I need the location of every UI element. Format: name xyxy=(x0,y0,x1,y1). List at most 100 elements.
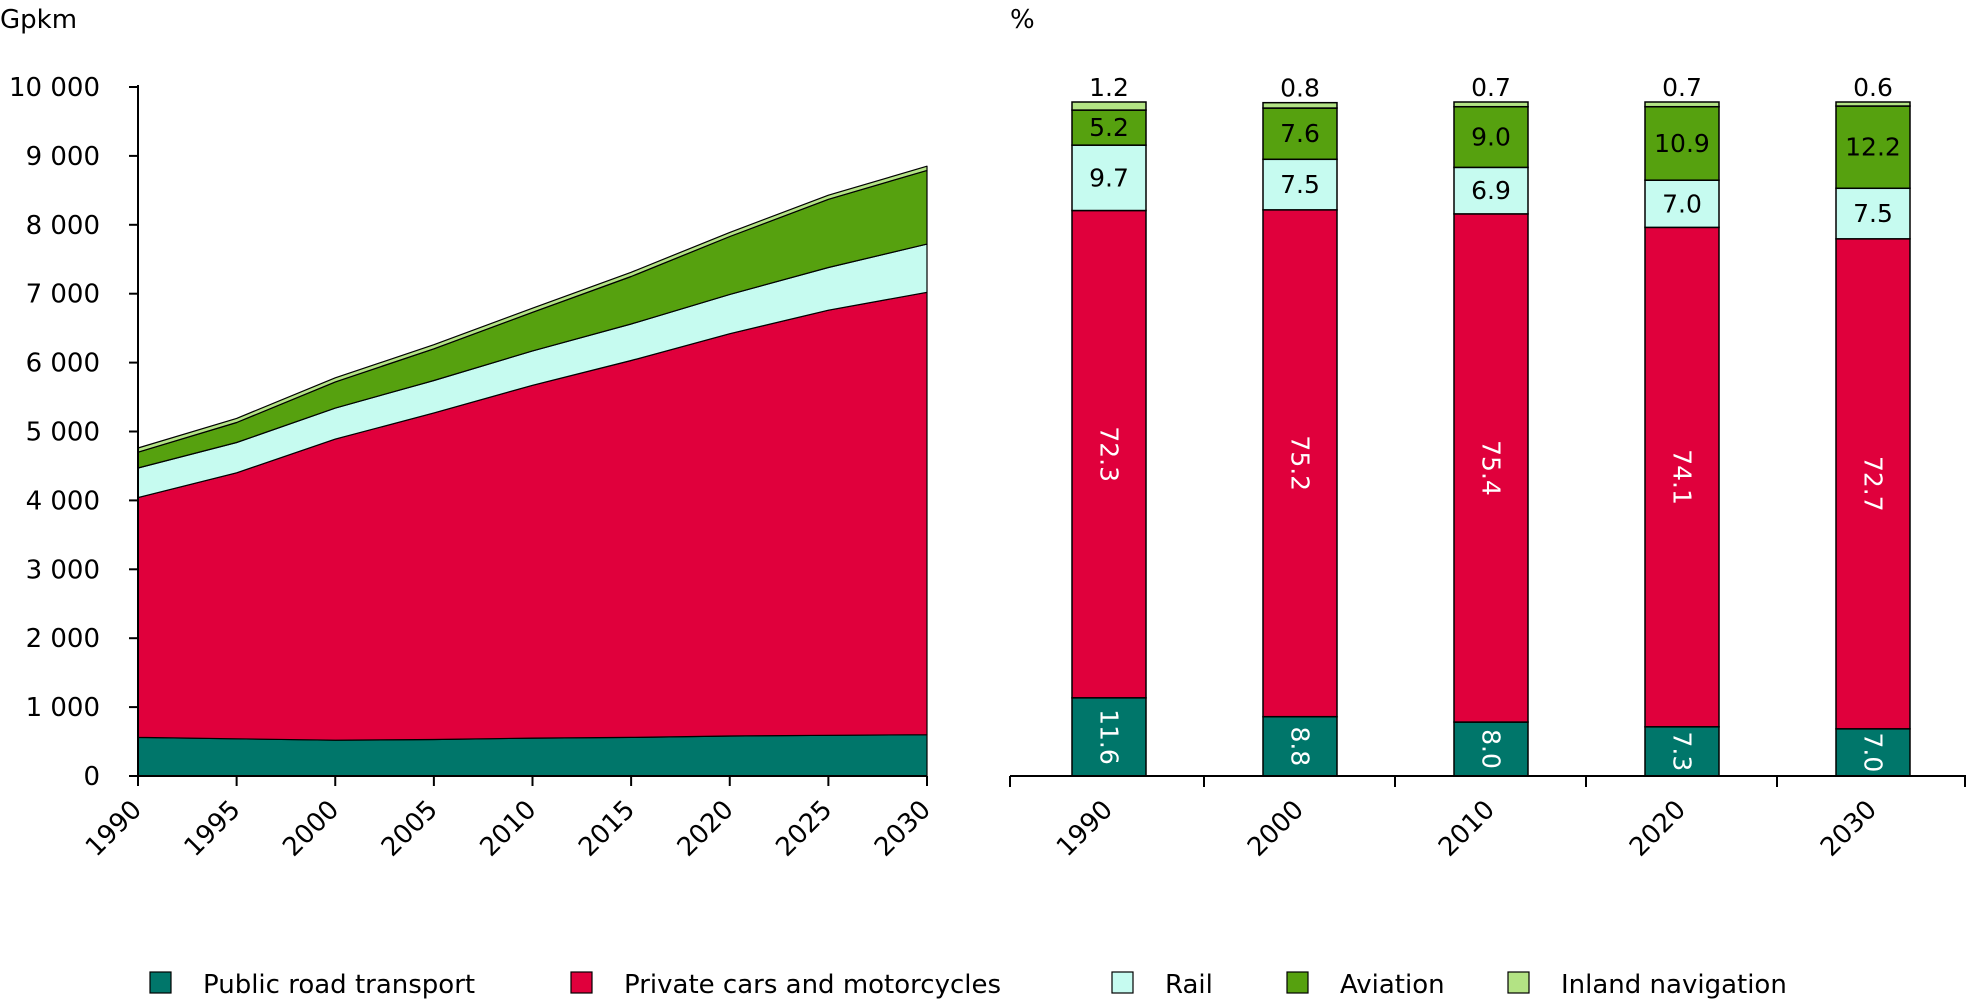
x-tick-label: 1990 xyxy=(1051,795,1119,863)
legend-swatch xyxy=(1286,971,1309,994)
y-tick-label: 7 000 xyxy=(26,280,100,310)
bar-value-label: 7.0 xyxy=(1859,733,1888,773)
bar-value-label: 7.3 xyxy=(1668,732,1697,772)
legend-label: Private cars and motorcycles xyxy=(624,970,1001,1000)
bar-segment-rail xyxy=(1644,179,1720,229)
bar-segment-public-road xyxy=(1453,721,1529,777)
y-tick-label: 4 000 xyxy=(26,486,100,516)
bar-value-label: 0.6 xyxy=(1853,73,1893,102)
bar-value-label: 0.7 xyxy=(1471,73,1511,102)
bar-value-label: 12.2 xyxy=(1845,133,1901,162)
x-tick-label: 2020 xyxy=(672,795,740,863)
x-tick-label: 2030 xyxy=(869,795,937,863)
legend-label: Rail xyxy=(1165,970,1213,1000)
bar-stack-2000: 8.8 75.2 7.5 7.6 0.8 xyxy=(1262,74,1338,777)
legend-swatch xyxy=(149,971,172,994)
right-bar-stacks: 11.6 72.3 9.7 5.2 1.2 8.8 75.2 7.5 7.6 0.8 8.0 75.4… xyxy=(1071,73,1911,777)
legend-item-private-cars: Private cars and motorcycles xyxy=(570,970,1001,1000)
legend-item-inland: Inland navigation xyxy=(1507,970,1787,1000)
area-series-public-road xyxy=(137,734,928,777)
bar-segment-inland xyxy=(1453,101,1529,108)
legend-swatch xyxy=(1111,971,1134,994)
bar-value-label: 7.5 xyxy=(1280,170,1320,199)
x-tick-label: 2000 xyxy=(1242,795,1310,863)
bar-value-label: 7.6 xyxy=(1280,119,1320,148)
bar-value-label: 1.2 xyxy=(1089,73,1129,102)
bar-value-label: 10.9 xyxy=(1654,129,1710,158)
right-y-axis-label: % xyxy=(1010,5,1035,35)
bar-value-label: 9.0 xyxy=(1471,123,1511,152)
bar-stack-2010: 8.0 75.4 6.9 9.0 0.7 xyxy=(1453,73,1529,777)
y-tick-label: 6 000 xyxy=(26,349,100,379)
bar-segment-inland xyxy=(1262,101,1338,109)
bar-segment-public-road xyxy=(1262,715,1338,777)
bar-segment-rail xyxy=(1453,166,1529,215)
bar-segment-rail xyxy=(1262,158,1338,211)
x-tick-label: 2010 xyxy=(474,795,542,863)
y-tick-label: 1 000 xyxy=(26,693,100,723)
legend-item-rail: Rail xyxy=(1111,970,1213,1000)
bar-value-label: 0.8 xyxy=(1280,74,1320,103)
bar-segment-public-road xyxy=(1644,726,1720,777)
left-x-ticks: 1990 1995 2000 2005 2010 2015 2020 2025 2030 xyxy=(80,776,937,863)
bar-segment-public-road xyxy=(1071,697,1147,777)
y-tick-label: 10 000 xyxy=(9,73,100,103)
bar-value-label: 72.3 xyxy=(1095,426,1124,482)
x-tick-label: 2005 xyxy=(376,795,444,863)
bar-value-label: 8.0 xyxy=(1477,729,1506,769)
bar-segment-private-cars xyxy=(1071,209,1147,699)
bar-stack-2030: 7.0 72.7 7.5 12.2 0.6 xyxy=(1835,73,1911,777)
left-y-axis-label: Gpkm xyxy=(0,5,77,35)
bar-value-label: 7.0 xyxy=(1662,189,1702,218)
left-area-chart: Gpkm 0 1 000 2 000 3 000 4 000 5 000 6 000 7 00… xyxy=(0,5,937,863)
bar-segment-inland xyxy=(1071,101,1147,111)
bar-segment-private-cars xyxy=(1262,209,1338,718)
x-tick-label: 2015 xyxy=(573,795,641,863)
bar-value-label: 5.2 xyxy=(1089,113,1129,142)
bar-segment-inland xyxy=(1835,101,1911,107)
bar-stack-1990: 11.6 72.3 9.7 5.2 1.2 xyxy=(1071,73,1147,777)
legend-label: Aviation xyxy=(1340,970,1445,1000)
legend: Public road transport Private cars and mo… xyxy=(149,970,1787,1000)
y-tick-label: 0 xyxy=(83,762,100,792)
bar-value-label: 7.5 xyxy=(1853,199,1893,228)
legend-swatch xyxy=(1507,971,1530,994)
y-tick-label: 3 000 xyxy=(26,555,100,585)
bar-segment-inland xyxy=(1644,101,1720,108)
x-tick-label: 1990 xyxy=(80,795,148,863)
x-tick-label: 2030 xyxy=(1815,795,1883,863)
bar-stack-2020: 7.3 74.1 7.0 10.9 0.7 xyxy=(1644,73,1720,777)
x-tick-label: 2000 xyxy=(277,795,345,863)
legend-item-aviation: Aviation xyxy=(1286,970,1445,1000)
bar-segment-aviation xyxy=(1644,105,1720,181)
bar-value-label: 74.1 xyxy=(1668,449,1697,505)
bar-segment-private-cars xyxy=(1644,226,1720,728)
x-tick-label: 1995 xyxy=(179,795,247,863)
y-tick-label: 2 000 xyxy=(26,624,100,654)
legend-swatch xyxy=(570,971,593,994)
bar-segment-aviation xyxy=(1835,105,1911,190)
right-bar-chart: % 11.6 72.3 9.7 5.2 1.2 8.8 75.2 7.5 7.6 0.8 8.0 75… xyxy=(1009,5,1966,863)
bar-value-label: 75.4 xyxy=(1477,440,1506,496)
bar-value-label: 72.7 xyxy=(1859,456,1888,512)
left-y-ticks: 0 1 000 2 000 3 000 4 000 5 000 6 000 7 000 8 00… xyxy=(9,73,138,792)
y-tick-label: 9 000 xyxy=(26,142,100,172)
right-x-ticks: 1990 2000 2010 2020 2030 xyxy=(1009,776,1966,863)
y-tick-label: 8 000 xyxy=(26,211,100,241)
left-area-layers xyxy=(137,165,928,777)
legend-label: Public road transport xyxy=(203,970,475,1000)
area-series-inland xyxy=(137,165,928,453)
x-tick-label: 2010 xyxy=(1433,795,1501,863)
bar-value-label: 11.6 xyxy=(1095,709,1124,765)
x-tick-label: 2025 xyxy=(770,795,838,863)
bar-segment-rail xyxy=(1071,144,1147,212)
x-tick-label: 2020 xyxy=(1624,795,1692,863)
bar-segment-aviation xyxy=(1453,105,1529,169)
y-tick-label: 5 000 xyxy=(26,418,100,448)
bar-value-label: 75.2 xyxy=(1286,435,1315,491)
bar-value-label: 9.7 xyxy=(1089,163,1129,192)
bar-value-label: 8.8 xyxy=(1286,726,1315,766)
bar-segment-private-cars xyxy=(1453,213,1529,723)
legend-label: Inland navigation xyxy=(1561,970,1787,1000)
